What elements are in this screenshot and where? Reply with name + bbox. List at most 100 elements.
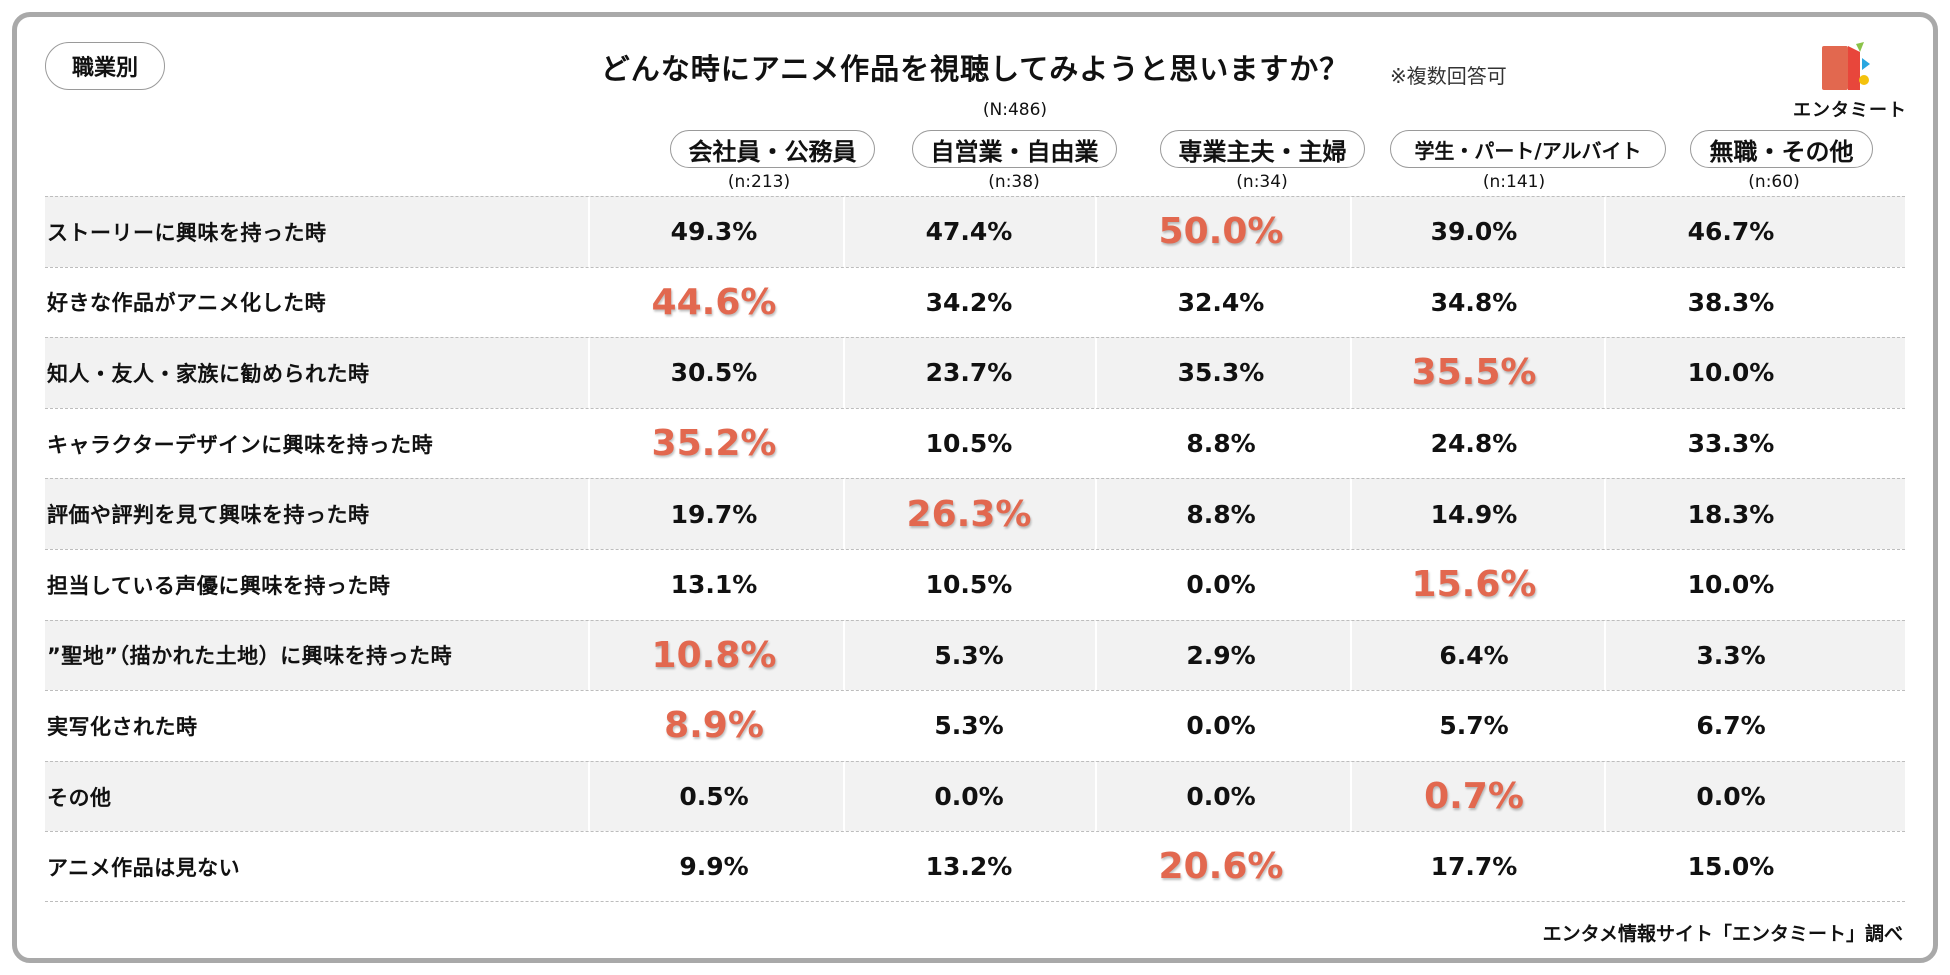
value-cell: 8.8% [1186,429,1256,459]
column-separator [1095,620,1097,691]
column-n-student-parttime: (n:141) [1482,172,1546,192]
column-separator [843,479,845,549]
column-separator [1350,761,1352,832]
row-label: 知人・友人・家族に勧められた時 [47,361,370,386]
value-cell: 10.5% [925,570,1013,600]
value-cell: 49.3% [670,217,758,247]
column-header-unemployed-other: 無職・その他 [1690,130,1873,168]
column-separator [1604,197,1606,267]
value-cell: 5.7% [1439,711,1509,741]
column-n-unemployed-other: (n:60) [1748,172,1800,192]
value-cell: 6.7% [1696,711,1766,741]
brand-name: エンタミート [1793,100,1907,121]
column-n-self-employed: (n:38) [988,172,1040,192]
column-separator [843,761,845,832]
value-cell: 0.0% [1186,782,1256,812]
table-row: キャラクターデザインに興味を持った時 35.2% 10.5% 8.8% 24.8% 33.… [45,407,1905,479]
highlighted-value-cell: 35.2% [651,423,777,465]
highlighted-value-cell: 20.6% [1158,846,1284,888]
column-separator [588,479,590,549]
value-cell: 33.3% [1687,429,1775,459]
value-cell: 10.0% [1687,358,1775,388]
value-cell: 3.3% [1696,640,1766,670]
value-cell: 15.0% [1687,852,1775,882]
value-cell: 47.4% [925,217,1013,247]
row-label: キャラクターデザインに興味を持った時 [47,432,434,457]
page-title: どんな時にアニメ作品を視聴してみようと思いますか？ [600,52,1350,86]
row-label: 評価や評判を見て興味を持った時 [47,503,370,528]
highlighted-value-cell: 26.3% [906,493,1032,535]
highlighted-value-cell: 50.0% [1158,211,1284,253]
value-cell: 14.9% [1430,499,1518,529]
value-cell: 39.0% [1430,217,1518,247]
column-separator [1604,479,1606,549]
value-cell: 24.8% [1430,429,1518,459]
row-label: その他 [47,785,112,810]
column-separator [588,620,590,691]
value-cell: 30.5% [670,358,758,388]
value-cell: 38.3% [1687,287,1775,317]
highlighted-value-cell: 8.9% [664,705,764,747]
value-cell: 32.4% [1177,287,1265,317]
column-separator [1604,620,1606,691]
table-row: 好きな作品がアニメ化した時 44.6% 34.2% 32.4% 34.8% 38.3% [45,266,1905,338]
category-pill: 職業別 [45,42,165,90]
column-header-self-employed: 自営業・自由業 [912,130,1117,168]
value-cell: 5.3% [934,711,1004,741]
value-cell: 13.2% [925,852,1013,882]
column-header-company-employee: 会社員・公務員 [670,130,875,168]
multiple-answer-note: ※複数回答可 [1390,64,1507,88]
value-cell: 0.5% [679,782,749,812]
table-row: ストーリーに興味を持った時 49.3% 47.4% 50.0% 39.0% 46.7% [45,196,1905,267]
value-cell: 0.0% [934,782,1004,812]
value-cell: 34.8% [1430,287,1518,317]
table-row: 担当している声優に興味を持った時 13.1% 10.5% 0.0% 15.6% 10.0% [45,548,1905,620]
table-row: 実写化された時 8.9% 5.3% 0.0% 5.7% 6.7% [45,690,1905,761]
highlighted-value-cell: 0.7% [1424,776,1524,818]
table-row: アニメ作品は見ない 9.9% 13.2% 20.6% 17.7% 15.0% [45,831,1905,902]
highlighted-value-cell: 44.6% [651,281,777,323]
column-separator [588,761,590,832]
column-separator [1350,479,1352,549]
value-cell: 8.8% [1186,499,1256,529]
value-cell: 6.4% [1439,640,1509,670]
value-cell: 0.0% [1186,711,1256,741]
column-separator [1604,761,1606,832]
highlighted-value-cell: 15.6% [1411,564,1537,606]
column-separator [1095,338,1097,408]
row-label: 実写化された時 [47,714,198,739]
row-label: アニメ作品は見ない [47,855,241,880]
value-cell: 0.0% [1696,782,1766,812]
column-separator [1604,338,1606,408]
column-separator [1095,761,1097,832]
column-header-student-parttime: 学生・パート/アルバイト [1390,130,1666,168]
value-cell: 13.1% [670,570,758,600]
column-separator [843,620,845,691]
column-separator [1095,479,1097,549]
value-cell: 23.7% [925,358,1013,388]
table-row: ”聖地”（描かれた土地）に興味を持った時 10.8% 5.3% 2.9% 6.4% 3.3… [45,619,1905,691]
column-separator [1095,197,1097,267]
brand-logo-icon [1822,42,1870,90]
value-cell: 10.0% [1687,570,1775,600]
column-separator [1350,338,1352,408]
column-separator [1350,197,1352,267]
value-cell: 34.2% [925,287,1013,317]
value-cell: 9.9% [679,852,749,882]
source-credit: エンタメ情報サイト「エンタミート」調べ [1542,923,1903,945]
value-cell: 10.5% [925,429,1013,459]
total-sample-size: (N:486) [982,100,1048,120]
column-header-homemaker: 専業主夫・主婦 [1160,130,1365,168]
row-label: 担当している声優に興味を持った時 [47,573,391,598]
table-row: その他 0.5% 0.0% 0.0% 0.7% 0.0% [45,760,1905,832]
value-cell: 35.3% [1177,358,1265,388]
row-label: ストーリーに興味を持った時 [47,220,327,245]
value-cell: 17.7% [1430,852,1518,882]
value-cell: 0.0% [1186,570,1256,600]
table-row: 評価や評判を見て興味を持った時 19.7% 26.3% 8.8% 14.9% 18.3% [45,478,1905,549]
value-cell: 5.3% [934,640,1004,670]
value-cell: 18.3% [1687,499,1775,529]
column-separator [843,197,845,267]
column-separator [588,338,590,408]
column-separator [843,338,845,408]
